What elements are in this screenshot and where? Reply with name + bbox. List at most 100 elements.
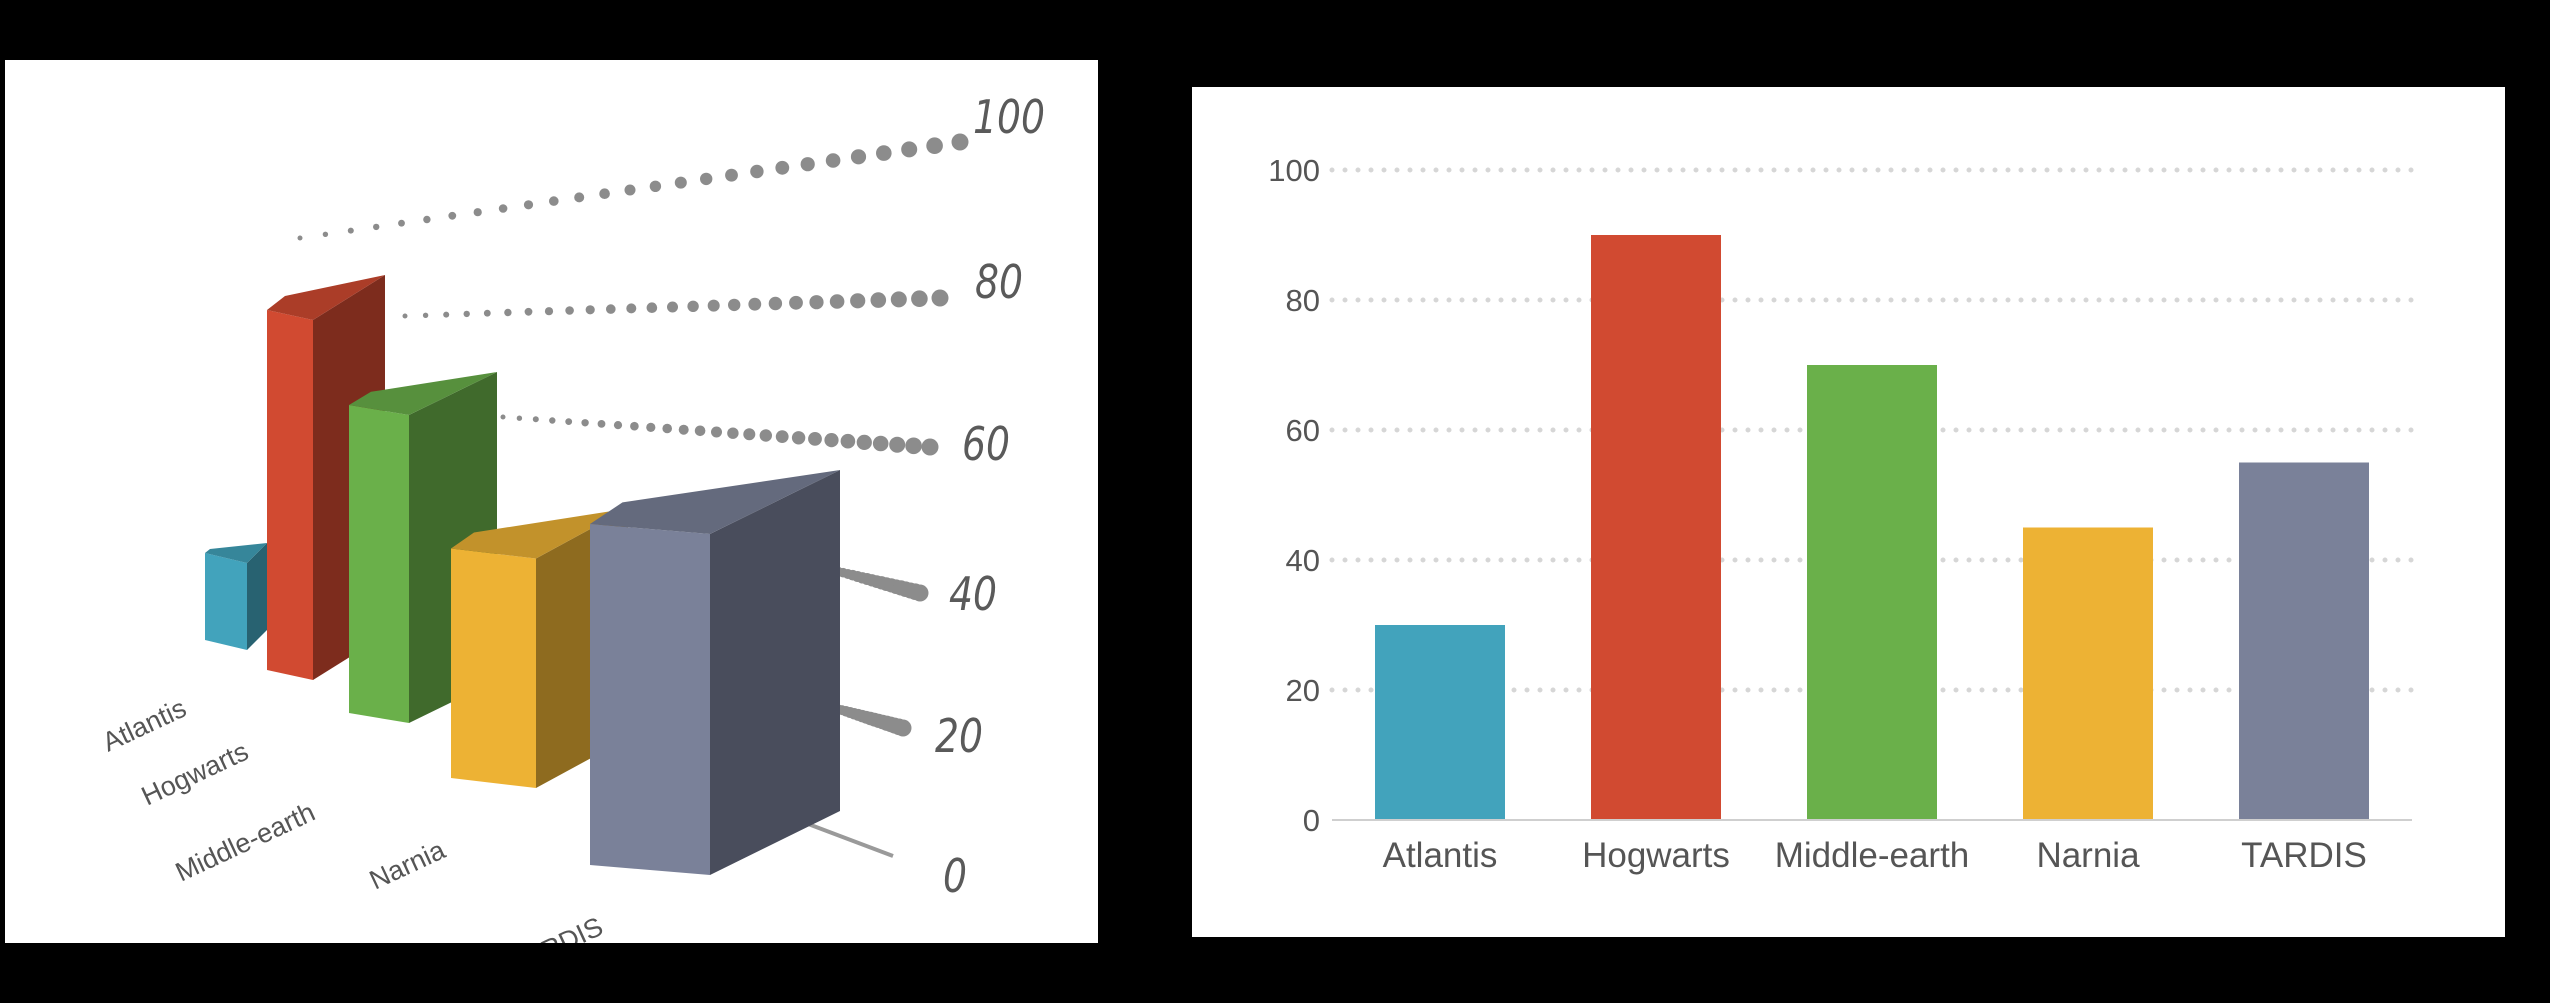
gridline-dot [630,421,639,431]
gridline-dot [911,290,928,307]
gridline-dot [850,293,866,309]
gridline-dot [678,424,689,435]
y-tick-label: 20 [1286,673,1320,708]
gridline-dot [775,430,789,443]
gridline-dot [473,208,482,217]
gridline-dot [951,133,969,151]
gridline-dot [549,417,556,424]
bar-3d-narnia-top [451,508,628,559]
gridline-dot [613,421,623,430]
gridline-dot [574,192,585,203]
gridline-dot [585,305,595,315]
x-category-label: Narnia [2036,836,2140,875]
gridline-dot [876,145,892,161]
gridline-dot [398,219,405,227]
gridline-dot [347,227,354,234]
gridline-dot [872,435,889,452]
chart-3d-bar: 0 20 40 60 80 100 AtlantisHogwartsMiddle-eart… [98,90,1045,943]
x-category-label: Middle-earth [171,797,320,888]
gridline-dot [597,420,606,428]
gridline-dot [921,438,939,456]
gridline-dot [504,308,512,317]
gridline-dot [402,313,408,319]
bar-3d-tardis-front [590,524,710,875]
gridline-dot [728,298,741,312]
gridline-dot [700,172,713,186]
bar-3d-hogwarts-front [267,310,313,680]
gridline-dot [707,299,720,312]
gridline-dot [905,437,922,455]
bar-hogwarts [1591,235,1721,820]
y-tick-label: 60 [1286,413,1320,448]
gridline-dot [750,164,764,179]
y-tick-label: 0 [943,849,967,903]
gridline-dot [662,423,672,434]
gridline-dot [840,433,856,449]
gridline-dot [599,188,610,199]
gridline-dot [549,196,559,206]
x-category-label: Hogwarts [137,736,253,811]
gridline-dot [824,433,839,448]
gridline-dot [443,311,450,318]
gridline-dot [500,414,506,420]
gridline-dot [646,302,658,313]
gridline-dot [649,180,662,192]
bar-3d-atlantis-front [205,553,247,650]
gridline-dot [809,295,824,310]
gridline-dot [565,418,573,425]
bar-3d-tardis-side [710,470,840,875]
gridline-dot [768,296,783,311]
gridline-dot [829,294,845,309]
gridline-dot [931,289,949,307]
x-category-label: Hogwarts [1582,836,1730,875]
gridline-dot [523,200,534,210]
y-tick-label: 60 [962,417,1010,471]
gridline-dot [581,419,589,427]
x-category-label: Atlantis [1383,836,1498,875]
y-tick-label: 40 [1286,543,1320,578]
bar-tardis [2239,462,2369,820]
gridline-dot [800,157,815,172]
gridline-dot [532,416,539,423]
gridline-dot [322,231,329,237]
gridline-dot [524,307,533,316]
y-tick-label: 100 [1268,153,1320,188]
chart-3d-panel: 0 20 40 60 80 100 Atlantis Hogwarts Middle-eart… [5,60,1098,943]
gridline-dot [694,425,706,437]
gridline-dot [825,153,841,168]
bar-atlantis [1375,625,1505,820]
bar-3d-hogwarts-top [267,275,385,320]
y-tick-label: 20 [935,709,983,763]
gridline-dot [448,211,457,220]
bar-3d-middle-earth-front [349,405,409,723]
gridline-dot [373,223,380,231]
bar-3d-tardis-top [590,470,840,534]
y-tick-label: 100 [973,90,1045,144]
bar-3d-hogwarts [267,275,385,680]
gridline-dot [759,429,772,442]
gridline-dot [463,310,470,318]
gridline-dot [667,301,678,313]
gridline-dot [498,204,508,213]
gridline-dot [791,431,806,445]
bar-3d-atlantis-top [205,543,267,563]
bar-middle-earth [1807,365,1937,820]
gridline-dot [565,306,574,315]
x-category-label: Narnia [365,834,451,895]
bar-3d-atlantis [205,543,267,650]
bar-3d-middle-earth-top [349,372,497,415]
y-tick-label: 80 [1286,283,1320,318]
gridline-dot [775,160,790,175]
bar-3d-narnia-front [451,548,536,788]
gridline-dot [711,426,722,438]
x-category-label: TARDIS [2241,836,2367,875]
gridline-dot [901,141,918,158]
chart-2d-panel: 0 20 40 60 80 100 Atlantis Hogwarts Middle-eart… [1192,87,2505,937]
gridline-dot [297,235,303,241]
gridline-dot [808,432,822,446]
x-category-label: Middle-earth [1775,836,1970,875]
gridline-dot [606,304,616,314]
gridline-dot [850,149,867,165]
bar-3d-tardis [590,470,840,875]
gridline-dot [687,300,699,312]
